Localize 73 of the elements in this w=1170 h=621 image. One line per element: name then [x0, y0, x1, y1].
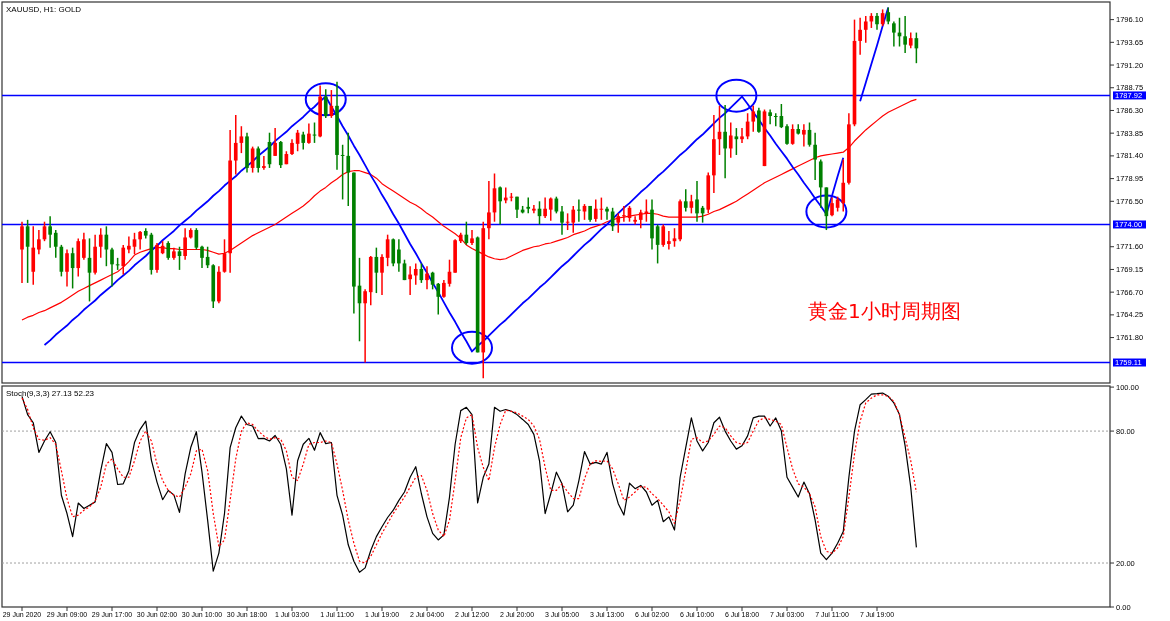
candlestick [593, 198, 598, 223]
point [805, 194, 848, 229]
candlestick [20, 220, 24, 284]
candlestick [53, 229, 58, 259]
candlestick [728, 121, 733, 159]
candlestick [683, 188, 688, 213]
candlestick [37, 229, 41, 255]
candlestick [278, 140, 283, 169]
candlestick [256, 145, 261, 174]
candlestick [425, 265, 429, 291]
candlestick [858, 17, 862, 56]
candlestick [470, 229, 474, 246]
candlestick [183, 227, 187, 261]
candlestick [98, 227, 103, 259]
point [451, 330, 493, 365]
candlestick [498, 185, 502, 226]
candlestick [262, 155, 266, 171]
candlestick [380, 253, 384, 296]
candlestick [802, 123, 806, 148]
candlestick [734, 127, 739, 156]
candlestick [436, 282, 441, 316]
chart-title: XAUUSD, H1: GOLD [6, 5, 82, 14]
point [304, 82, 347, 117]
candlestick [307, 122, 311, 145]
candlestick [48, 215, 52, 249]
candlestick [560, 205, 564, 236]
candlestick [577, 198, 581, 223]
candlestick [740, 127, 744, 144]
candlestick [605, 206, 609, 221]
candlestick [543, 196, 547, 219]
candlestick [633, 215, 637, 226]
candlestick [200, 245, 204, 269]
candlestick [487, 180, 491, 241]
candlestick [138, 230, 142, 251]
candlestick [661, 223, 666, 248]
candlestick [830, 196, 834, 217]
candlestick [166, 240, 171, 261]
candlestick [121, 244, 126, 276]
candlestick [773, 112, 778, 127]
candlestick [397, 238, 401, 273]
annotation: 黄金1小时周期图 [808, 299, 961, 323]
candlestick [638, 208, 643, 229]
candlestick [622, 205, 626, 223]
candlestick [903, 15, 907, 54]
candlestick [863, 15, 868, 44]
candlestick [667, 230, 671, 251]
candlestick [785, 123, 789, 146]
candlestick [841, 158, 846, 213]
candlestick [273, 127, 277, 157]
candlestick [408, 265, 412, 296]
candlestick [695, 180, 699, 223]
point [715, 78, 758, 113]
candlestick [813, 131, 817, 181]
candlestick [346, 131, 351, 207]
candlestick [82, 232, 86, 261]
candlestick [768, 108, 772, 126]
candlestick [892, 20, 896, 48]
candlestick [233, 114, 238, 176]
candlestick [363, 288, 367, 364]
candlestick [571, 205, 576, 234]
candlestick [548, 196, 553, 222]
candlestick [127, 235, 131, 254]
candlestick [413, 262, 418, 286]
chart-title: Stoch(9,3,3) 27.13 52.23 [6, 389, 95, 398]
candlestick [110, 246, 114, 288]
candlestick [723, 104, 727, 179]
candlestick [757, 106, 761, 134]
candlestick [672, 227, 677, 248]
candlestick [65, 248, 69, 288]
candlestick [751, 105, 756, 133]
candlestick [532, 204, 536, 215]
candlestick [616, 212, 621, 234]
candlestick [323, 88, 328, 119]
